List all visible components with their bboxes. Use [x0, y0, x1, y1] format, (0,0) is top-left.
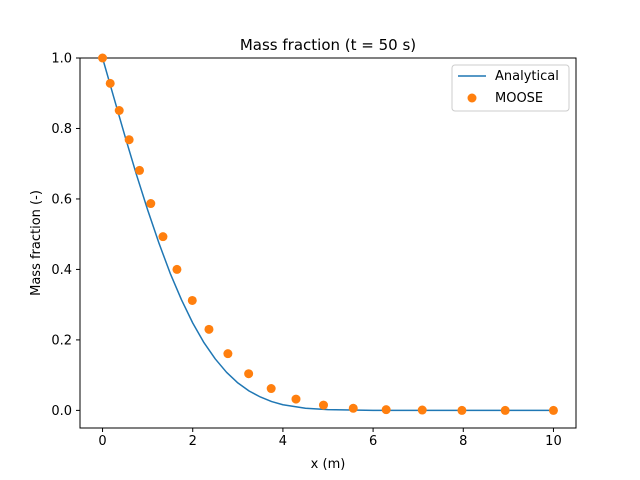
x-tick-label: 10: [545, 434, 562, 449]
moose-data-point: [158, 232, 168, 242]
plot-frame: [79, 57, 577, 429]
moose-data-point: [291, 394, 301, 404]
moose-data-point: [381, 405, 391, 415]
x-axis-ticks: 0 2 4 6 8 10: [98, 428, 562, 449]
moose-data-point: [223, 349, 233, 359]
moose-data-point: [172, 264, 182, 274]
moose-data-point: [135, 165, 145, 175]
legend-moose-label: MOOSE: [495, 91, 543, 106]
moose-data-point: [244, 369, 254, 379]
y-tick-label: 0.2: [51, 333, 72, 348]
moose-data-point: [548, 405, 558, 415]
series-layer: [98, 53, 558, 415]
y-tick-label: 0.8: [51, 122, 72, 137]
x-tick-label: 2: [189, 434, 197, 449]
y-tick-label: 0.0: [51, 404, 72, 419]
x-axis-label: x (m): [311, 457, 346, 472]
moose-data-point: [348, 403, 358, 413]
moose-data-point: [187, 295, 197, 305]
y-tick-label: 0.6: [51, 192, 72, 207]
x-tick-label: 0: [98, 434, 106, 449]
moose-data-point: [500, 405, 510, 415]
legend: Analytical MOOSE: [451, 64, 570, 112]
x-tick-label: 6: [369, 434, 377, 449]
moose-data-point: [146, 199, 156, 209]
chart-title: Mass fraction (t = 50 s): [240, 36, 416, 54]
x-tick-label: 8: [459, 434, 467, 449]
moose-data-point: [124, 135, 134, 145]
y-tick-label: 1.0: [51, 52, 72, 67]
moose-data-point: [417, 405, 427, 415]
y-axis-label: Mass fraction (-): [29, 190, 44, 296]
moose-data-point: [318, 400, 328, 410]
y-tick-label: 0.4: [51, 263, 72, 278]
legend-analytical-label: Analytical: [495, 69, 559, 84]
x-tick-label: 4: [279, 434, 287, 449]
moose-data-point: [457, 405, 467, 415]
y-axis-ticks: 0.0 0.2 0.4 0.6 0.8 1.0: [51, 52, 80, 419]
plot-area: 0 2 4 6 8 10 0.0 0.2 0.4 0.6 0.8 1.0: [51, 52, 577, 449]
moose-data-point: [114, 106, 124, 116]
moose-data-point: [105, 78, 115, 88]
moose-data-point: [266, 384, 276, 394]
moose-data-point: [98, 53, 108, 63]
legend-moose-swatch: [467, 93, 477, 103]
moose-data-point: [204, 324, 214, 334]
series-analytical-line: [101, 57, 554, 412]
